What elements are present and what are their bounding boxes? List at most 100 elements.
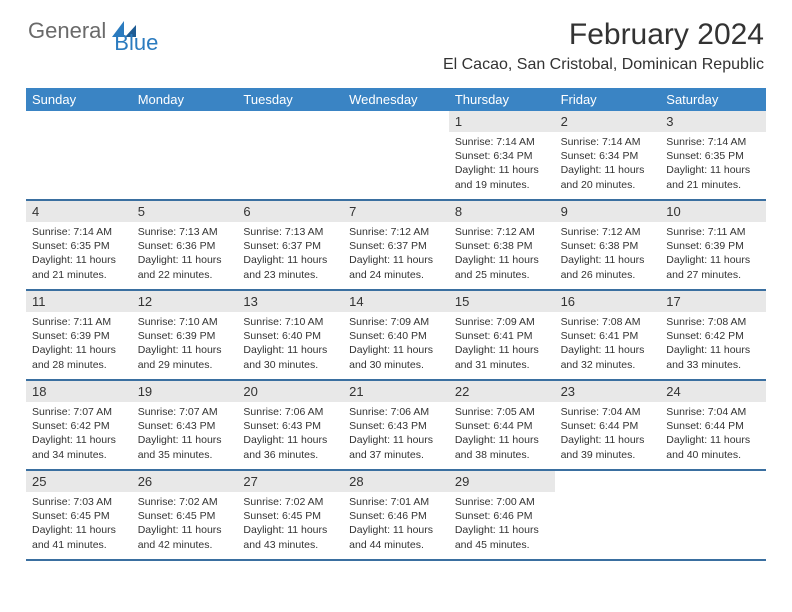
day-number: 18: [26, 381, 132, 402]
sunset-text: Sunset: 6:34 PM: [561, 149, 655, 163]
day-details: Sunrise: 7:04 AMSunset: 6:44 PMDaylight:…: [660, 402, 766, 468]
day-details: Sunrise: 7:08 AMSunset: 6:42 PMDaylight:…: [660, 312, 766, 378]
calendar-day: 4Sunrise: 7:14 AMSunset: 6:35 PMDaylight…: [26, 201, 132, 289]
location-subtitle: El Cacao, San Cristobal, Dominican Repub…: [443, 56, 764, 74]
daylight-text: Daylight: 11 hours and 35 minutes.: [138, 433, 232, 461]
logo-text-general: General: [28, 18, 106, 44]
sunset-text: Sunset: 6:40 PM: [243, 329, 337, 343]
calendar-day: 24Sunrise: 7:04 AMSunset: 6:44 PMDayligh…: [660, 381, 766, 469]
day-number: 16: [555, 291, 661, 312]
day-number: [660, 471, 766, 493]
calendar-week: 4Sunrise: 7:14 AMSunset: 6:35 PMDaylight…: [26, 201, 766, 291]
weekday-header: Friday: [555, 88, 661, 111]
day-details: Sunrise: 7:10 AMSunset: 6:40 PMDaylight:…: [237, 312, 343, 378]
sunrise-text: Sunrise: 7:09 AM: [349, 315, 443, 329]
day-details: Sunrise: 7:00 AMSunset: 6:46 PMDaylight:…: [449, 492, 555, 558]
day-details: Sunrise: 7:05 AMSunset: 6:44 PMDaylight:…: [449, 402, 555, 468]
day-number: 14: [343, 291, 449, 312]
sunrise-text: Sunrise: 7:10 AM: [243, 315, 337, 329]
sunrise-text: Sunrise: 7:11 AM: [666, 225, 760, 239]
sunrise-text: Sunrise: 7:13 AM: [243, 225, 337, 239]
day-number: 29: [449, 471, 555, 492]
sunrise-text: Sunrise: 7:00 AM: [455, 495, 549, 509]
day-details: Sunrise: 7:07 AMSunset: 6:42 PMDaylight:…: [26, 402, 132, 468]
calendar-week: 18Sunrise: 7:07 AMSunset: 6:42 PMDayligh…: [26, 381, 766, 471]
calendar-day: [555, 471, 661, 559]
sunset-text: Sunset: 6:43 PM: [349, 419, 443, 433]
calendar-day: 3Sunrise: 7:14 AMSunset: 6:35 PMDaylight…: [660, 111, 766, 199]
daylight-text: Daylight: 11 hours and 33 minutes.: [666, 343, 760, 371]
sunrise-text: Sunrise: 7:01 AM: [349, 495, 443, 509]
day-details: Sunrise: 7:06 AMSunset: 6:43 PMDaylight:…: [237, 402, 343, 468]
daylight-text: Daylight: 11 hours and 36 minutes.: [243, 433, 337, 461]
calendar-day: 22Sunrise: 7:05 AMSunset: 6:44 PMDayligh…: [449, 381, 555, 469]
day-details: Sunrise: 7:14 AMSunset: 6:35 PMDaylight:…: [660, 132, 766, 198]
day-number: 5: [132, 201, 238, 222]
calendar-day: 10Sunrise: 7:11 AMSunset: 6:39 PMDayligh…: [660, 201, 766, 289]
calendar-day: 26Sunrise: 7:02 AMSunset: 6:45 PMDayligh…: [132, 471, 238, 559]
calendar-day: 20Sunrise: 7:06 AMSunset: 6:43 PMDayligh…: [237, 381, 343, 469]
day-details: Sunrise: 7:12 AMSunset: 6:38 PMDaylight:…: [449, 222, 555, 288]
day-details: Sunrise: 7:12 AMSunset: 6:37 PMDaylight:…: [343, 222, 449, 288]
sunset-text: Sunset: 6:39 PM: [138, 329, 232, 343]
day-details: Sunrise: 7:06 AMSunset: 6:43 PMDaylight:…: [343, 402, 449, 468]
sunset-text: Sunset: 6:41 PM: [455, 329, 549, 343]
day-number: [26, 111, 132, 133]
sunrise-text: Sunrise: 7:07 AM: [32, 405, 126, 419]
sunrise-text: Sunrise: 7:06 AM: [243, 405, 337, 419]
daylight-text: Daylight: 11 hours and 23 minutes.: [243, 253, 337, 281]
day-number: 6: [237, 201, 343, 222]
month-title: February 2024: [443, 18, 764, 52]
sunrise-text: Sunrise: 7:13 AM: [138, 225, 232, 239]
calendar-day: [132, 111, 238, 199]
daylight-text: Daylight: 11 hours and 34 minutes.: [32, 433, 126, 461]
daylight-text: Daylight: 11 hours and 42 minutes.: [138, 523, 232, 551]
daylight-text: Daylight: 11 hours and 30 minutes.: [243, 343, 337, 371]
day-number: [555, 471, 661, 493]
calendar-day: 2Sunrise: 7:14 AMSunset: 6:34 PMDaylight…: [555, 111, 661, 199]
daylight-text: Daylight: 11 hours and 21 minutes.: [32, 253, 126, 281]
daylight-text: Daylight: 11 hours and 22 minutes.: [138, 253, 232, 281]
daylight-text: Daylight: 11 hours and 44 minutes.: [349, 523, 443, 551]
day-number: 28: [343, 471, 449, 492]
day-details: Sunrise: 7:09 AMSunset: 6:41 PMDaylight:…: [449, 312, 555, 378]
sunrise-text: Sunrise: 7:10 AM: [138, 315, 232, 329]
day-number: 26: [132, 471, 238, 492]
day-number: 12: [132, 291, 238, 312]
day-details: Sunrise: 7:10 AMSunset: 6:39 PMDaylight:…: [132, 312, 238, 378]
day-details: Sunrise: 7:04 AMSunset: 6:44 PMDaylight:…: [555, 402, 661, 468]
day-number: 3: [660, 111, 766, 132]
sunset-text: Sunset: 6:39 PM: [666, 239, 760, 253]
sunrise-text: Sunrise: 7:09 AM: [455, 315, 549, 329]
calendar-day: 12Sunrise: 7:10 AMSunset: 6:39 PMDayligh…: [132, 291, 238, 379]
sunrise-text: Sunrise: 7:06 AM: [349, 405, 443, 419]
day-number: 8: [449, 201, 555, 222]
sunset-text: Sunset: 6:43 PM: [243, 419, 337, 433]
daylight-text: Daylight: 11 hours and 30 minutes.: [349, 343, 443, 371]
day-number: 25: [26, 471, 132, 492]
weekday-header: Wednesday: [343, 88, 449, 111]
calendar-day: 18Sunrise: 7:07 AMSunset: 6:42 PMDayligh…: [26, 381, 132, 469]
header: General Blue February 2024 El Cacao, San…: [0, 0, 792, 80]
daylight-text: Daylight: 11 hours and 19 minutes.: [455, 163, 549, 191]
sunset-text: Sunset: 6:34 PM: [455, 149, 549, 163]
daylight-text: Daylight: 11 hours and 37 minutes.: [349, 433, 443, 461]
day-number: 24: [660, 381, 766, 402]
sunset-text: Sunset: 6:36 PM: [138, 239, 232, 253]
daylight-text: Daylight: 11 hours and 25 minutes.: [455, 253, 549, 281]
day-number: 13: [237, 291, 343, 312]
calendar-day: 17Sunrise: 7:08 AMSunset: 6:42 PMDayligh…: [660, 291, 766, 379]
sunset-text: Sunset: 6:39 PM: [32, 329, 126, 343]
daylight-text: Daylight: 11 hours and 43 minutes.: [243, 523, 337, 551]
calendar-day: 29Sunrise: 7:00 AMSunset: 6:46 PMDayligh…: [449, 471, 555, 559]
sunrise-text: Sunrise: 7:14 AM: [455, 135, 549, 149]
day-details: Sunrise: 7:01 AMSunset: 6:46 PMDaylight:…: [343, 492, 449, 558]
sunrise-text: Sunrise: 7:12 AM: [349, 225, 443, 239]
day-number: 4: [26, 201, 132, 222]
calendar-day: [660, 471, 766, 559]
day-number: [343, 111, 449, 133]
day-details: Sunrise: 7:02 AMSunset: 6:45 PMDaylight:…: [237, 492, 343, 558]
day-details: Sunrise: 7:03 AMSunset: 6:45 PMDaylight:…: [26, 492, 132, 558]
day-number: 17: [660, 291, 766, 312]
calendar-body: 1Sunrise: 7:14 AMSunset: 6:34 PMDaylight…: [26, 111, 766, 561]
